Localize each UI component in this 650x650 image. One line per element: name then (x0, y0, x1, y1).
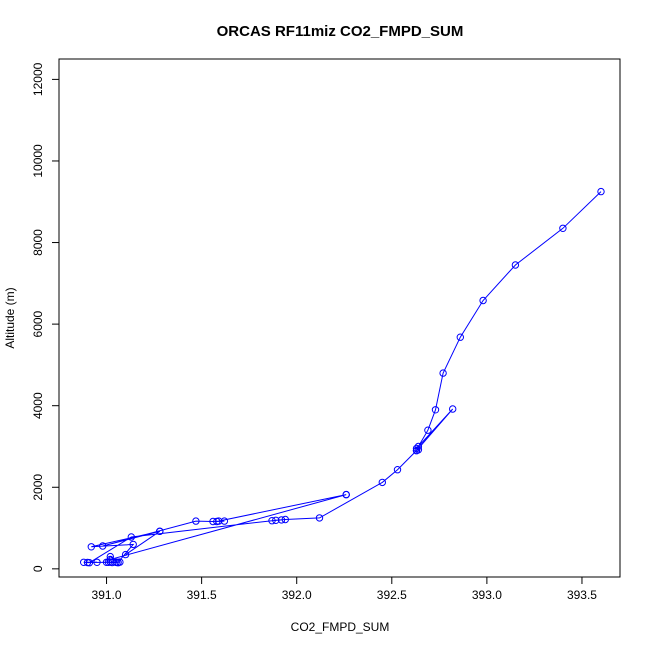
y-axis: 0 2000 4000 6000 8000 10000 12000 (31, 62, 60, 572)
data-point (220, 517, 229, 525)
data-point (213, 517, 221, 526)
y-tick-label: 4000 (31, 392, 45, 419)
x-tick-label: 393.0 (472, 588, 502, 602)
y-tick-label: 10000 (31, 144, 45, 178)
data-point (93, 558, 101, 566)
data-point (209, 517, 217, 526)
data-point (83, 558, 92, 567)
data-point (272, 516, 280, 524)
x-axis-label: CO2_FMPD_SUM (291, 620, 390, 634)
y-axis-label: Altitude (m) (3, 287, 17, 348)
data-point (80, 558, 88, 566)
chart-title: ORCAS RF11miz CO2_FMPD_SUM (217, 23, 464, 40)
data-point (127, 533, 136, 541)
y-tick-label: 0 (31, 565, 45, 572)
data-point (106, 555, 115, 564)
data-point (412, 444, 421, 453)
data-point (414, 442, 423, 451)
series-layer (80, 187, 605, 567)
data-point (315, 514, 324, 522)
plot-frame (58, 58, 621, 578)
data-point (393, 466, 402, 474)
data-point (87, 543, 96, 551)
data-point (378, 478, 386, 487)
data-point (129, 540, 137, 549)
data-point (412, 446, 421, 455)
y-tick-label: 6000 (31, 310, 45, 337)
data-point (449, 405, 457, 413)
data-point (106, 552, 115, 561)
data-point (121, 550, 130, 559)
data-point (511, 261, 520, 269)
data-point (431, 406, 440, 414)
x-tick-label: 393.5 (567, 588, 597, 602)
data-point (456, 333, 464, 341)
data-point (439, 369, 447, 377)
data-point (559, 224, 567, 233)
data-point (156, 527, 164, 535)
data-point (342, 490, 350, 499)
x-tick-label: 391.5 (187, 588, 217, 602)
y-tick-label: 12000 (31, 62, 45, 96)
series-line (83, 191, 602, 564)
data-point (479, 296, 487, 305)
x-tick-label: 392.0 (282, 588, 312, 602)
y-tick-label: 2000 (31, 474, 45, 501)
data-point (114, 558, 122, 566)
data-point (268, 517, 276, 525)
data-point (112, 558, 120, 566)
y-tick-label: 8000 (31, 229, 45, 256)
x-tick-label: 391.0 (92, 588, 122, 602)
data-point (597, 187, 605, 196)
x-tick-label: 392.5 (377, 588, 407, 602)
data-point (424, 426, 432, 434)
data-point (277, 516, 286, 524)
data-point (281, 515, 289, 524)
data-point (192, 517, 200, 525)
data-point (99, 542, 107, 550)
x-axis: 391.0 391.5 392.0 392.5 393.0 393.5 (92, 576, 597, 602)
